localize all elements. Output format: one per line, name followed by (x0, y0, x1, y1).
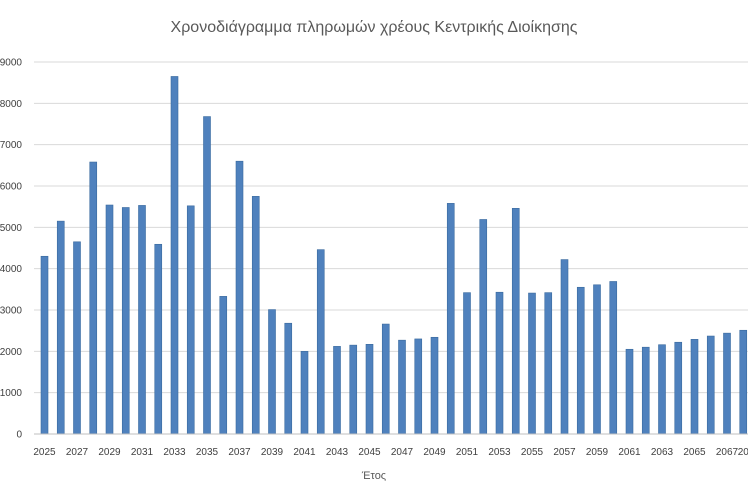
x-tick-label: 2059 (586, 447, 609, 458)
bar-2036 (219, 296, 228, 435)
bar-2042 (316, 249, 325, 435)
bar-2058 (576, 286, 585, 435)
bar-2055 (528, 292, 536, 435)
bar-2054 (511, 208, 520, 435)
x-tick-label: 2067 (716, 447, 739, 458)
bar-2037 (235, 160, 244, 435)
x-tick-label: 2055 (521, 447, 544, 458)
x-tick-label: 2031 (131, 447, 154, 458)
bar-2057 (560, 259, 569, 435)
y-tick-label: 9000 (0, 58, 22, 69)
x-tick-label: 2029 (98, 447, 121, 458)
x-tick-label: 2043 (326, 447, 349, 458)
bar-2038 (251, 196, 260, 435)
bar-2030 (121, 207, 130, 435)
x-tick-label: 2065 (683, 447, 706, 458)
bar-2033 (170, 76, 179, 435)
x-tick-label: 2047 (391, 447, 414, 458)
bar-2062 (641, 346, 650, 435)
x-tick-label: 2061 (618, 447, 641, 458)
bar-2029 (105, 204, 114, 435)
y-tick-label: 8000 (0, 99, 22, 110)
bar-2063 (658, 344, 666, 435)
bar-2049 (430, 336, 439, 435)
gridlines (34, 61, 748, 394)
bar-2050 (446, 203, 455, 435)
bar-2046 (381, 323, 390, 435)
x-tick-label: 2041 (293, 447, 316, 458)
bar-2059 (593, 284, 601, 435)
bar-2068 (739, 329, 748, 435)
bar-2026 (56, 220, 65, 435)
x-tick-label: 2057 (553, 447, 576, 458)
bar-2066 (706, 335, 715, 435)
x-tick-label: 2039 (261, 447, 284, 458)
x-axis-label: Έτος (361, 470, 386, 482)
bar-2034 (186, 205, 195, 435)
y-axis-ticks: 0 1000 2000 3000 4000 5000 6000 7000 8000 9000 (0, 58, 22, 441)
x-tick-label: 2045 (358, 447, 381, 458)
x-axis-ticks: 2025 2027 2029 2031 2033 2035 2037 2039 2041 2043… (33, 447, 748, 458)
bar-2067 (723, 332, 731, 435)
y-tick-label: 1000 (0, 388, 22, 399)
x-tick-label: 2033 (163, 447, 186, 458)
chart-title: Χρονοδιάγραμμα πληρωμών χρέους Κεντρικής… (171, 19, 578, 36)
x-tick-label: 2049 (423, 447, 446, 458)
y-tick-label: 5000 (0, 223, 22, 234)
bar-2060 (609, 281, 618, 435)
bar-2043 (333, 346, 341, 435)
x-tick-label: 2025 (33, 447, 56, 458)
bar-2065 (690, 339, 699, 435)
x-tick-label: 2037 (228, 447, 251, 458)
bar-2044 (349, 344, 358, 435)
bar-2027 (73, 241, 81, 435)
bar-2053 (495, 291, 504, 435)
bar-2040 (284, 322, 293, 435)
bar-2064 (674, 341, 683, 435)
bar-2032 (154, 243, 163, 435)
y-tick-label: 0 (16, 430, 22, 441)
x-tick-label: 2035 (196, 447, 219, 458)
x-tick-label: 2053 (488, 447, 511, 458)
bar-2031 (138, 205, 146, 435)
bar-2048 (414, 338, 423, 435)
x-tick-label: 2063 (651, 447, 674, 458)
y-tick-label: 7000 (0, 140, 22, 151)
y-tick-label: 6000 (0, 182, 22, 193)
x-tick-label: 2051 (456, 447, 479, 458)
bar-2039 (268, 309, 276, 435)
bar-2045 (365, 344, 374, 435)
bar-2025 (40, 255, 49, 435)
bar-2035 (203, 116, 211, 435)
bar-2061 (625, 348, 634, 435)
y-tick-label: 4000 (0, 264, 22, 275)
y-tick-label: 2000 (0, 347, 22, 358)
bar-2056 (544, 292, 553, 435)
bars (40, 76, 748, 435)
bar-2052 (479, 219, 488, 435)
bar-2051 (463, 292, 471, 435)
bar-2028 (89, 161, 98, 435)
x-tick-label: 20 (738, 447, 748, 458)
bar-2047 (398, 339, 406, 435)
y-tick-label: 3000 (0, 306, 22, 317)
x-tick-label: 2027 (66, 447, 89, 458)
bar-2041 (300, 351, 309, 435)
